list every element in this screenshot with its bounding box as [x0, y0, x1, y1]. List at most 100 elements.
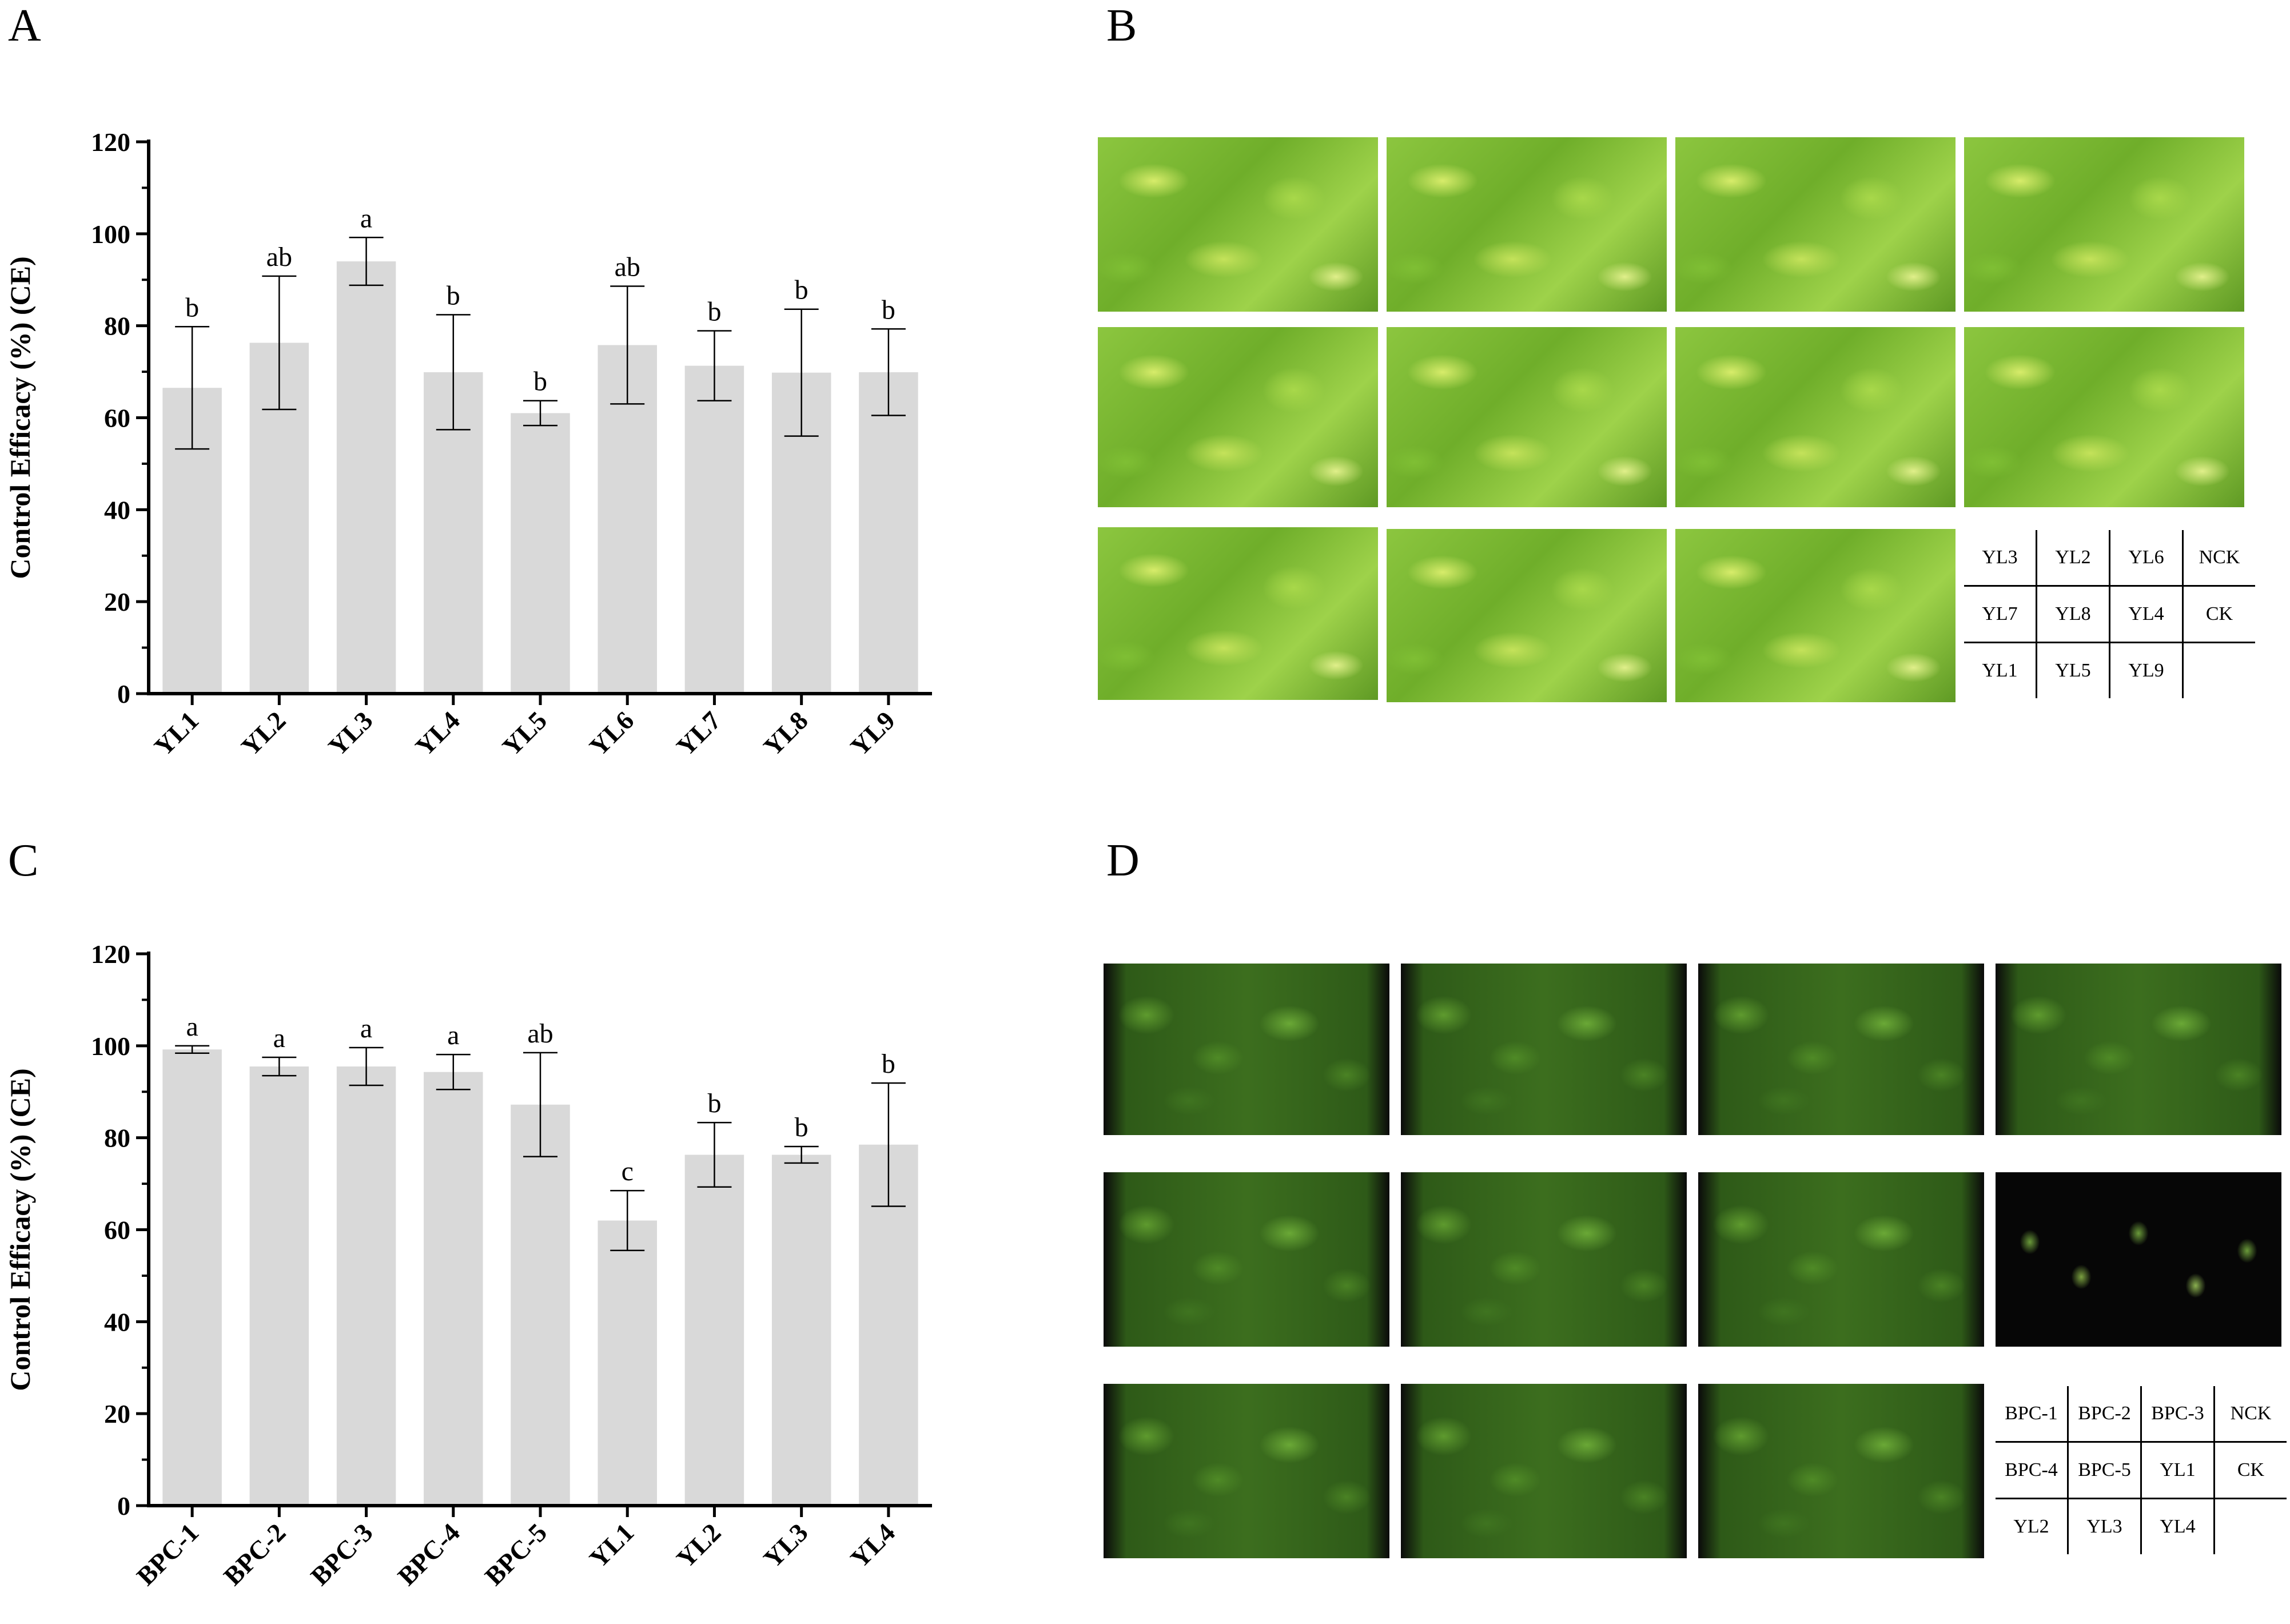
legend_D-cell-0-0: BPC-1: [2005, 1403, 2058, 1424]
photo-b-ck: [1964, 327, 2244, 507]
legend_D-cell-2-1: YL3: [2067, 1498, 2141, 1554]
legend_B-cell-1-3: CK: [2182, 585, 2255, 643]
legend_B-cell-0-2: YL6: [2109, 530, 2183, 586]
chart-a-y-tick-label-1: 20: [104, 587, 130, 616]
chart-c-sig-label-6: b: [707, 1088, 721, 1119]
legend_D-cell-2-0: YL2: [1996, 1498, 2068, 1554]
chart-a-y-axis-label: Control Efficacy (%) (CE): [4, 256, 36, 579]
legend_D-cell-1-1: BPC-5: [2067, 1441, 2141, 1499]
photo-d-ck: [1996, 1172, 2281, 1347]
chart-a-sig-label-0: b: [185, 292, 199, 323]
photo-b-yl5: [1387, 529, 1667, 702]
legend_D-cell-0-3: NCK: [2213, 1386, 2287, 1442]
chart-a-sig-label-8: b: [882, 294, 895, 325]
chart-c-bar-2: [336, 1066, 396, 1506]
chart-a-bar-2: [336, 261, 396, 694]
panel-letter-b: B: [1106, 1, 1137, 51]
photo-b-yl4: [1675, 327, 1956, 507]
chart-c-bar-5: [598, 1220, 657, 1506]
chart-c-errorbar-7: [784, 1145, 819, 1164]
chart-c-x-tick-label-7: YL3: [758, 1518, 814, 1574]
chart-c-x-tick-label-4: BPC-5: [479, 1518, 552, 1591]
chart-c-sig-label-2: a: [360, 1013, 372, 1044]
chart-a-x-tick-label-5: YL6: [584, 706, 640, 762]
chart-c-bar-1: [249, 1066, 309, 1506]
chart-c-y-axis-label: Control Efficacy (%) (CE): [4, 1068, 36, 1391]
chart-c-errorbar-2: [349, 1046, 384, 1086]
photo-d-yl1: [1698, 1172, 1984, 1347]
legend_B-cell-1-0: YL7: [1964, 585, 2037, 643]
chart-a-x-tick-label-7: YL8: [758, 706, 814, 762]
chart-c-x-tick-label-6: YL2: [671, 1518, 727, 1574]
chart-a-x-tick-label-0: YL1: [149, 706, 205, 762]
legend-table-d: BPC-1 BPC-2 BPC-3 NCK BPC-4 BPC-5 YL1 CK YL2 YL3 Y…: [1996, 1386, 2287, 1554]
chart-c-y-tick-label-0: 0: [117, 1491, 130, 1520]
chart-a-bar-6: [684, 365, 744, 694]
chart-c-x-tick-label-1: BPC-2: [218, 1518, 291, 1591]
chart-a-errorbar-6: [697, 330, 732, 401]
photo-b-yl1: [1098, 527, 1378, 700]
chart-c-errorbar-8: [871, 1082, 906, 1207]
legend_B-cell-1-1: YL8: [2036, 585, 2110, 643]
chart-a-errorbar-3: [436, 314, 471, 431]
chart-a-sig-label-5: ab: [615, 252, 640, 282]
legend_D-cell-1-0: BPC-4: [1996, 1441, 2068, 1499]
chart-c-x-tick-label-2: BPC-3: [305, 1518, 378, 1591]
chart-c-y-tick-label-4: 80: [104, 1124, 130, 1153]
chart-c-y-tick-label-6: 120: [91, 940, 130, 969]
legend_D-cell-2-2: YL4: [2140, 1498, 2215, 1554]
photo-d-bpc-5: [1401, 1172, 1687, 1347]
chart-a-x-tick-label-2: YL3: [322, 706, 379, 762]
photo-b-yl6: [1675, 137, 1956, 312]
chart-a-errorbar-7: [784, 308, 819, 437]
chart-a-sig-label-3: b: [447, 280, 460, 311]
legend_B-cell-2-0: YL1: [1964, 642, 2037, 698]
chart-c-errorbar-3: [436, 1053, 471, 1090]
chart-c-x-tick-label-5: YL1: [584, 1518, 640, 1574]
legend_B-cell-2-3: [2182, 642, 2255, 698]
legend_B-cell-0-0: YL3: [1982, 547, 2018, 568]
panel-letter-a: A: [8, 1, 41, 51]
chart-c-x-tick-label-8: YL4: [845, 1518, 901, 1574]
chart-a-errorbar-4: [523, 400, 557, 427]
legend_D-cell-2-3: [2213, 1498, 2287, 1554]
chart-a-sig-label-7: b: [795, 275, 809, 305]
chart-c-y-tick-label-5: 100: [91, 1032, 130, 1061]
photo-d-yl3: [1401, 1384, 1687, 1558]
chart-c-sig-label-8: b: [882, 1049, 895, 1079]
chart-c-bar-7: [771, 1155, 831, 1506]
chart-c-bar-4: [511, 1104, 570, 1506]
legend-table-b: YL3 YL2 YL6 NCK YL7 YL8 YL4 CK YL1 YL5 YL9: [1964, 530, 2255, 698]
legend_B-cell-0-3: NCK: [2182, 530, 2255, 586]
chart-c-sig-label-5: c: [622, 1156, 634, 1187]
chart-a-errorbar-5: [610, 285, 645, 405]
chart-a-errorbar-0: [175, 326, 210, 450]
chart-a-bar-4: [511, 413, 570, 694]
chart-c-x-tick-label-3: BPC-4: [392, 1518, 465, 1591]
chart-a-sig-label-2: a: [360, 203, 372, 233]
chart-c-errorbar-5: [610, 1189, 645, 1251]
legend_B-cell-2-1: YL5: [2036, 642, 2110, 698]
chart-a-y-tick-label-6: 120: [91, 128, 130, 157]
chart-a-errorbar-1: [262, 275, 297, 411]
chart-a-sig-label-1: ab: [266, 242, 292, 272]
photo-d-yl2: [1104, 1384, 1389, 1558]
chart-a-bar-8: [859, 372, 918, 694]
photo-d-yl4: [1698, 1384, 1984, 1558]
chart-a-x-tick-label-3: YL4: [409, 706, 465, 762]
photo-b-yl2: [1387, 137, 1667, 312]
chart-a-x-tick-label-1: YL2: [236, 706, 292, 762]
legend_D-cell-0-1: BPC-2: [2067, 1386, 2141, 1442]
chart-a-y-tick-label-3: 60: [104, 404, 130, 433]
photo-d-bpc-1: [1104, 964, 1389, 1135]
chart-c-bar-6: [684, 1155, 744, 1506]
chart-c-errorbar-6: [697, 1121, 732, 1188]
photo-b-yl9: [1675, 529, 1956, 702]
photo-b-yl7: [1098, 327, 1378, 507]
chart-a-x-tick-label-6: YL7: [671, 706, 727, 762]
legend_D-cell-1-2: YL1: [2140, 1441, 2215, 1499]
photo-d-bpc-2: [1401, 964, 1687, 1135]
chart-a-errorbar-2: [349, 237, 384, 286]
chart-c-y-tick-label-3: 60: [104, 1216, 130, 1245]
